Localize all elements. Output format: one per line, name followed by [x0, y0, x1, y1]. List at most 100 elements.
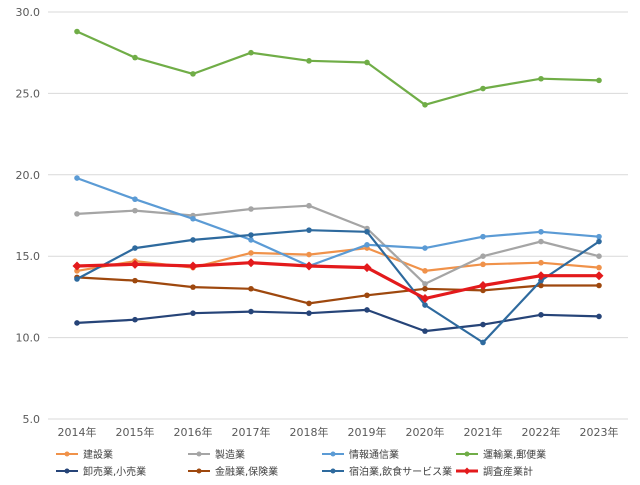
data-point: [248, 232, 254, 238]
data-point: [248, 206, 254, 212]
legend-marker: [64, 451, 70, 457]
data-point: [74, 320, 80, 326]
x-tick-label: 2019年: [348, 425, 387, 439]
data-point: [422, 281, 428, 287]
data-point: [596, 238, 602, 245]
series-lines: [72, 28, 604, 346]
legend-marker: [64, 468, 70, 474]
x-tick-label: 2020年: [406, 425, 445, 439]
legend-label: 金融業,保険業: [215, 465, 278, 478]
series-line: [76, 308, 600, 333]
data-point: [74, 276, 80, 282]
data-point: [72, 261, 82, 271]
data-point: [248, 285, 254, 292]
data-point: [478, 281, 488, 291]
legend-marker: [463, 467, 471, 475]
data-point: [480, 339, 486, 346]
y-tick-label: 10.0: [16, 332, 41, 345]
data-point: [74, 175, 80, 181]
legend-marker: [330, 468, 336, 474]
data-point: [248, 49, 254, 56]
data-point: [306, 202, 312, 209]
data-point: [248, 250, 254, 256]
x-tick-label: 2023年: [580, 425, 619, 439]
series-0: [74, 245, 602, 274]
data-point: [538, 277, 544, 284]
series-line: [76, 229, 600, 344]
data-point: [480, 233, 486, 240]
data-point: [306, 300, 312, 307]
data-point: [132, 207, 138, 214]
data-point: [594, 271, 604, 281]
data-point: [596, 77, 602, 84]
series-line: [76, 276, 599, 305]
data-point: [538, 238, 544, 245]
series-2: [74, 175, 602, 269]
data-point: [190, 310, 196, 316]
y-tick-label: 5.0: [23, 413, 41, 426]
legend-item: 建設業: [56, 448, 113, 461]
y-tick-label: 15.0: [16, 250, 41, 263]
data-point: [538, 75, 544, 82]
series-5: [74, 274, 602, 307]
legend-label: 製造業: [215, 448, 245, 461]
data-point: [422, 285, 428, 292]
data-point: [190, 215, 196, 222]
legend-item: 運輸業,郵便業: [456, 448, 546, 461]
data-point: [74, 211, 80, 217]
data-point: [130, 259, 140, 269]
x-tick-label: 2018年: [290, 425, 329, 439]
data-point: [364, 59, 370, 66]
data-point: [304, 261, 314, 271]
legend-item: 調査産業計: [456, 465, 533, 478]
x-tick-label: 2022年: [522, 425, 561, 439]
data-point: [248, 237, 254, 243]
series-7: [72, 258, 604, 304]
legend-item: 金融業,保険業: [188, 465, 278, 478]
data-point: [132, 316, 138, 323]
data-point: [420, 294, 430, 304]
series-line: [76, 177, 600, 268]
data-point: [248, 308, 254, 315]
data-point: [538, 312, 544, 318]
x-axis-ticks: 2014年 2015年 2016年 2017年 2018年 2019年 2020年 2021年…: [58, 425, 619, 439]
data-point: [74, 28, 80, 35]
data-point: [596, 264, 602, 271]
y-tick-label: 30.0: [16, 6, 41, 19]
data-point: [362, 263, 372, 273]
legend-marker: [330, 451, 336, 457]
data-point: [538, 259, 544, 266]
legend-label: 卸売業,小売業: [83, 465, 146, 478]
data-point: [132, 196, 138, 203]
data-point: [306, 310, 312, 316]
data-point: [480, 261, 486, 268]
legend-label: 運輸業,郵便業: [483, 448, 546, 461]
data-point: [538, 228, 544, 235]
data-point: [480, 321, 486, 328]
data-point: [422, 268, 428, 274]
x-tick-label: 2015年: [116, 425, 155, 439]
gridlines: [48, 11, 628, 420]
y-tick-label: 25.0: [16, 87, 41, 100]
x-tick-label: 2017年: [232, 425, 271, 439]
legend-label: 宿泊業,飲食サービス業: [349, 465, 452, 478]
data-point: [480, 85, 486, 92]
legend-marker: [196, 468, 202, 474]
x-tick-label: 2016年: [174, 425, 213, 439]
data-point: [480, 253, 486, 259]
legend-item: 情報通信業: [322, 448, 399, 461]
data-point: [596, 282, 602, 289]
legend-marker: [196, 451, 202, 457]
data-point: [74, 268, 80, 274]
data-point: [132, 245, 138, 251]
data-point: [480, 287, 486, 294]
data-point: [596, 233, 602, 240]
legend-item: 卸売業,小売業: [56, 465, 146, 478]
data-point: [364, 228, 370, 235]
legend-marker: [464, 451, 470, 457]
data-point: [306, 227, 312, 233]
data-point: [596, 313, 602, 320]
data-point: [190, 237, 196, 243]
